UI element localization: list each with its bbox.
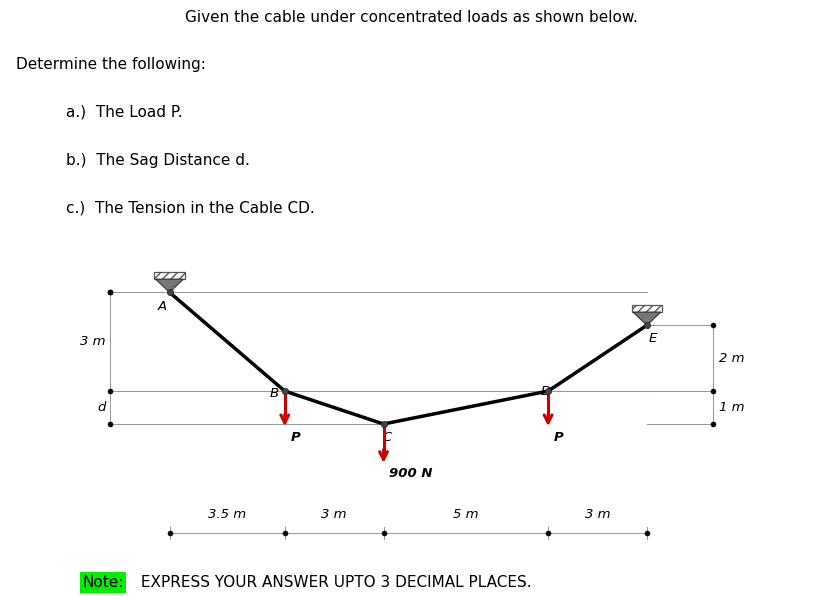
Text: P: P — [554, 430, 564, 443]
Text: 3 m: 3 m — [80, 335, 105, 348]
Text: EXPRESS YOUR ANSWER UPTO 3 DECIMAL PLACES.: EXPRESS YOUR ANSWER UPTO 3 DECIMAL PLACE… — [136, 575, 532, 590]
Bar — [632, 305, 662, 312]
Text: D: D — [541, 385, 551, 398]
Bar — [155, 272, 184, 279]
Text: C: C — [383, 432, 392, 444]
Text: d: d — [97, 401, 105, 414]
Text: b.)  The Sag Distance d.: b.) The Sag Distance d. — [66, 153, 249, 167]
Text: 900 N: 900 N — [389, 467, 433, 480]
Text: Determine the following:: Determine the following: — [16, 57, 207, 72]
Text: a.)  The Load P.: a.) The Load P. — [66, 105, 183, 120]
Polygon shape — [633, 312, 661, 325]
Text: 3 m: 3 m — [322, 508, 346, 521]
Text: B: B — [270, 387, 279, 400]
Polygon shape — [156, 279, 184, 292]
Text: 3 m: 3 m — [585, 508, 611, 521]
Text: 3.5 m: 3.5 m — [208, 508, 246, 521]
Text: 5 m: 5 m — [453, 508, 478, 521]
Text: Note:: Note: — [82, 575, 123, 590]
Text: c.)  The Tension in the Cable CD.: c.) The Tension in the Cable CD. — [66, 200, 314, 215]
Text: 2 m: 2 m — [719, 352, 745, 365]
Text: Given the cable under concentrated loads as shown below.: Given the cable under concentrated loads… — [185, 10, 638, 24]
Text: A: A — [158, 300, 167, 312]
Text: E: E — [649, 333, 657, 346]
Text: P: P — [291, 430, 300, 443]
Text: 1 m: 1 m — [719, 401, 745, 414]
